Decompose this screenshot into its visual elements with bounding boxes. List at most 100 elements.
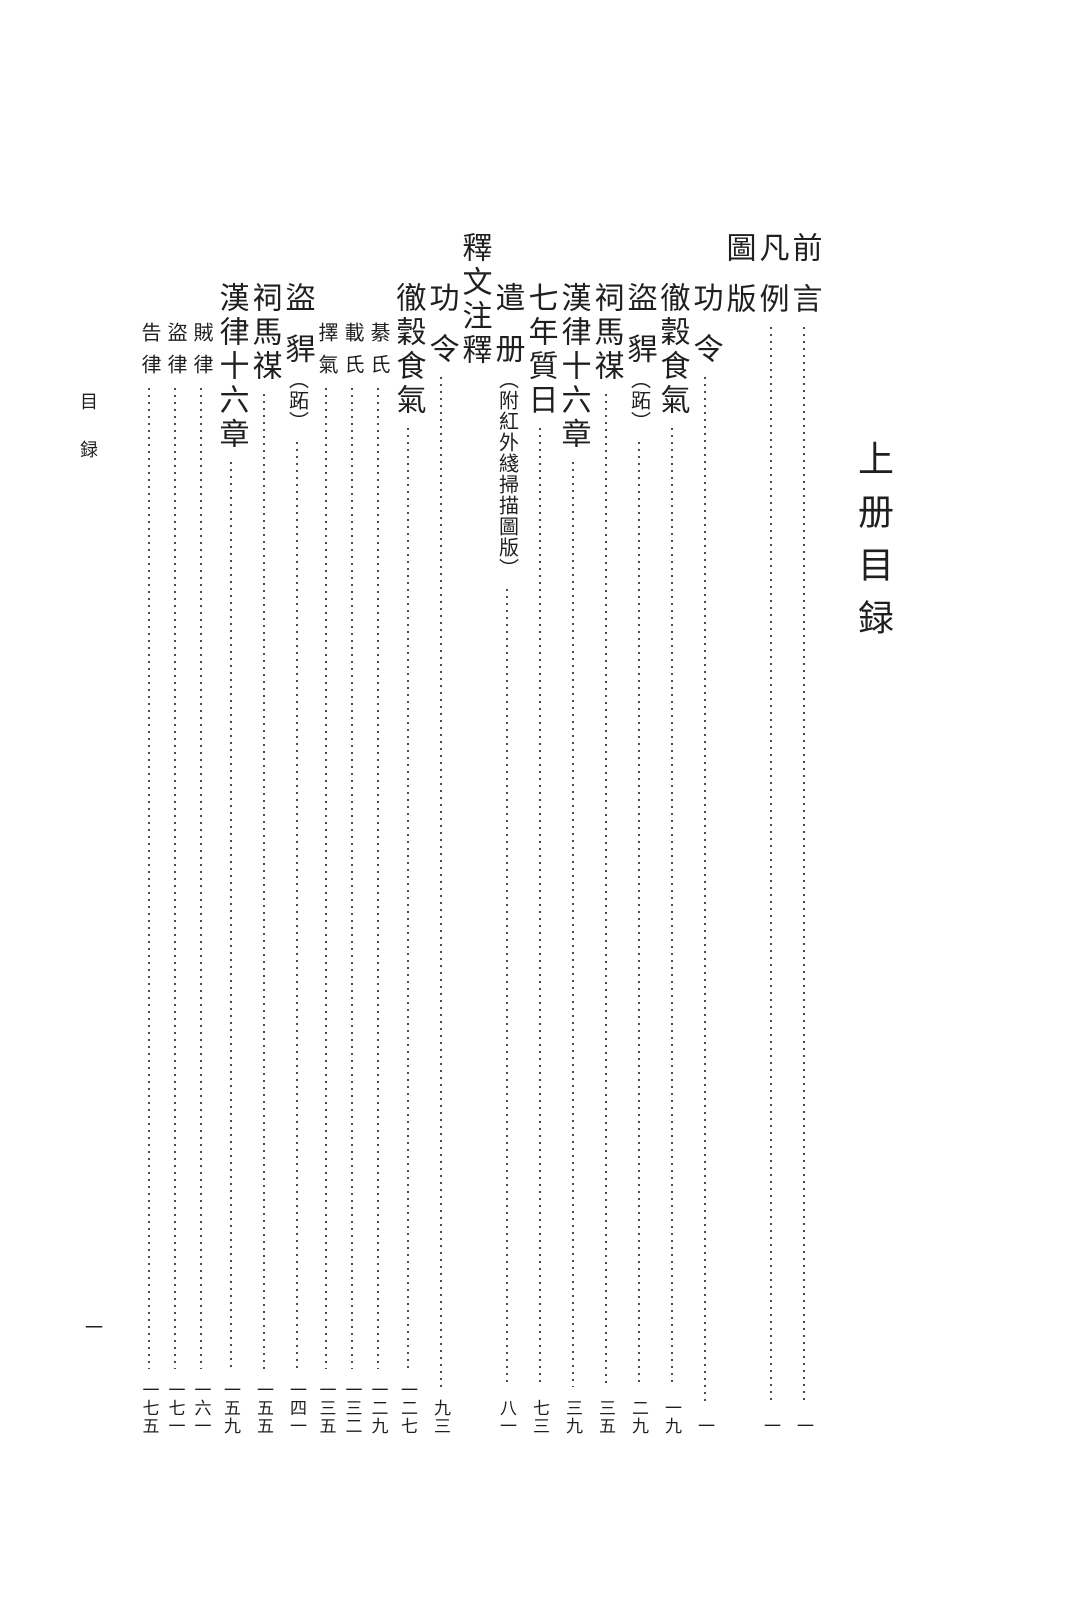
dotted-leader [200, 388, 202, 1369]
dotted-leader [406, 428, 409, 1369]
toc-entry-title: 貋 [280, 333, 314, 367]
toc-entry: 凡 例 一 [754, 232, 788, 1437]
page-number: 八一 [497, 1399, 516, 1435]
dotted-leader [769, 327, 772, 1405]
toc-entry-title: 律 [164, 354, 186, 378]
toc-entry-title: 令 [688, 333, 722, 367]
page-number: 一九 [662, 1399, 681, 1435]
toc-entry: 漢律十六章 一五九 [214, 232, 248, 1437]
page-title: 上册目録 [853, 440, 893, 652]
toc-entry-title: 氏 [367, 354, 389, 378]
toc-entry-title: 七年質日 [523, 282, 557, 418]
toc-entry-title: 祠馬禖 [247, 282, 281, 384]
page-number: 一 [761, 1417, 780, 1435]
toc-entry: 徹穀食氣 一二七 [391, 232, 425, 1437]
dotted-leader [439, 377, 442, 1387]
folio-number: 一 [83, 1318, 103, 1336]
toc-entry: 功 令 九三 [424, 232, 458, 1437]
page-number: 七三 [530, 1399, 549, 1435]
toc-entry-title-lead: 告 [138, 322, 160, 342]
toc-entry-title: 氏 [341, 354, 363, 378]
toc-entry-title: 律 [190, 354, 212, 378]
table-of-contents: 前 言 一 凡 例 一 圖 版 功 令 一 徹穀食氣 一九 盜 貋 （跖） [136, 232, 821, 1437]
page-number: 一三五 [316, 1381, 336, 1435]
page-number: 三五 [596, 1399, 615, 1435]
toc-entry: 功 令 一 [688, 232, 722, 1437]
page-number: 一六一 [191, 1381, 211, 1435]
dotted-leader [571, 462, 574, 1387]
page-number: 一 [794, 1417, 813, 1435]
toc-entry: 前 言 一 [787, 232, 821, 1437]
toc-entry-title-lead: 擇 [315, 322, 337, 342]
toc-entry-title: 漢律十六章 [556, 282, 590, 452]
toc-entry-title-lead: 功 [688, 282, 722, 312]
page-number: 一五九 [221, 1381, 240, 1435]
dotted-leader [295, 442, 298, 1369]
toc-entry-title: 徹穀食氣 [655, 282, 689, 418]
toc-entry-annotation: （跖） [627, 369, 650, 432]
toc-entry-title: 令 [424, 333, 458, 367]
toc-entry: 擇 氣 一三五 [313, 232, 339, 1437]
page-number: 一三二 [342, 1381, 362, 1435]
toc-entry: 圖 版 [721, 232, 755, 1437]
page-number: 一四一 [287, 1381, 306, 1435]
dotted-leader [538, 428, 541, 1387]
dotted-leader [604, 394, 607, 1387]
dotted-leader [703, 377, 706, 1405]
toc-entry: 祠馬禖 三五 [589, 232, 623, 1437]
toc-entry-title-lead: 賊 [190, 322, 212, 342]
page-number: 一二九 [368, 1381, 388, 1435]
toc-entry-title: 漢律十六章 [214, 282, 248, 452]
toc-entry-title: 貋 [622, 333, 656, 367]
page-number: 三九 [563, 1399, 582, 1435]
toc-entry-title: 徹穀食氣 [391, 282, 425, 418]
toc-entry-title: 祠馬禖 [589, 282, 623, 384]
toc-entry-title: 例 [754, 283, 788, 317]
dotted-leader [670, 428, 673, 1387]
toc-entry-title: 氣 [315, 354, 337, 378]
dotted-leader [229, 462, 232, 1369]
margin-header: 目録 [78, 392, 98, 488]
page-number: 二九 [629, 1399, 648, 1435]
dotted-leader [351, 388, 353, 1369]
page-number: 一 [695, 1417, 714, 1435]
page-number: 一七五 [139, 1381, 159, 1435]
dotted-leader [505, 589, 508, 1387]
toc-entry: 祠馬禖 一五五 [247, 232, 281, 1437]
toc-entry: 載 氏 一三二 [339, 232, 365, 1437]
toc-entry: 綦 氏 一二九 [365, 232, 391, 1437]
toc-entry-title: 律 [138, 354, 160, 378]
toc-entry-title: 册 [490, 333, 524, 367]
toc-entry: 賊 律 一六一 [188, 232, 214, 1437]
toc-entry-annotation: （附紅外綫掃描圖版） [495, 369, 518, 579]
toc-entry-title-lead: 綦 [367, 322, 389, 342]
toc-entry-title: 言 [787, 283, 821, 317]
toc-entry-title-lead: 圖 [721, 232, 755, 262]
toc-entry: 釋文注釋 [457, 232, 491, 1437]
dotted-leader [325, 388, 327, 1369]
toc-entry: 盜 律 一七一 [162, 232, 188, 1437]
toc-entry: 七年質日 七三 [523, 232, 557, 1437]
toc-entry-annotation: （跖） [285, 369, 308, 432]
dotted-leader [174, 388, 176, 1369]
dotted-leader [802, 327, 805, 1405]
page-number: 九三 [431, 1399, 450, 1435]
toc-entry-title: 釋文注釋 [457, 232, 491, 368]
page-number: 一五五 [254, 1381, 273, 1435]
page-number: 一二七 [398, 1381, 417, 1435]
dotted-leader [262, 394, 265, 1369]
toc-entry-title-lead: 盜 [622, 282, 656, 312]
toc-entry-title-lead: 遣 [490, 282, 524, 312]
toc-entry: 徹穀食氣 一九 [655, 232, 689, 1437]
toc-entry-title: 版 [721, 283, 755, 317]
toc-entry: 盜 貋 （跖） 二九 [622, 232, 656, 1437]
dotted-leader [148, 388, 150, 1369]
toc-entry: 漢律十六章 三九 [556, 232, 590, 1437]
toc-entry-title-lead: 前 [787, 232, 821, 262]
toc-entry-title-lead: 載 [341, 322, 363, 342]
toc-entry-title-lead: 盜 [164, 322, 186, 342]
toc-entry: 盜 貋 （跖） 一四一 [280, 232, 314, 1437]
toc-entry-title-lead: 凡 [754, 232, 788, 262]
toc-entry: 告 律 一七五 [136, 232, 162, 1437]
